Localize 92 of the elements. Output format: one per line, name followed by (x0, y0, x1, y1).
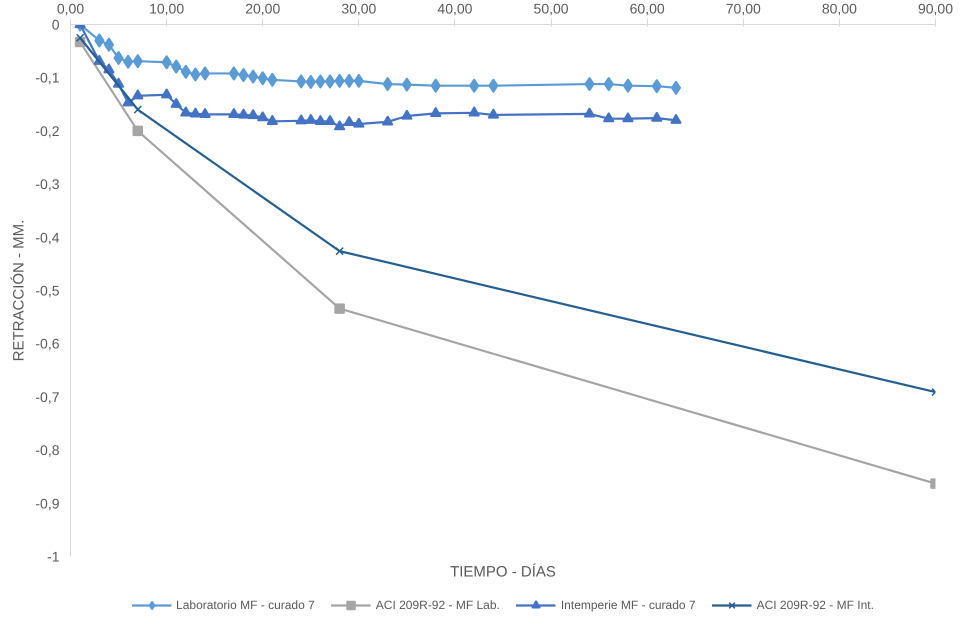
point (247, 108, 259, 120)
point (295, 114, 307, 124)
point (382, 76, 393, 92)
point (334, 303, 345, 314)
y-tick-label: -0,9 (35, 495, 60, 512)
point (670, 114, 682, 124)
point (315, 74, 326, 89)
point (468, 106, 480, 116)
x-tick-label: 30,00 (341, 0, 377, 16)
point (670, 80, 682, 96)
point (228, 108, 240, 118)
point (238, 108, 250, 119)
point (180, 106, 192, 116)
legend-label: ACI 209R-92 - MF Int. (756, 598, 874, 612)
point (170, 98, 182, 108)
point (94, 33, 104, 48)
point (248, 69, 258, 84)
point (344, 74, 354, 88)
point (296, 74, 306, 89)
legend-label: Laboratorio MF - curado 7 (176, 598, 315, 612)
point (160, 88, 172, 98)
point (353, 117, 365, 128)
point (584, 76, 595, 92)
point (343, 116, 355, 126)
point (334, 74, 345, 88)
point (306, 74, 316, 90)
point (190, 67, 201, 82)
point (334, 120, 346, 130)
point (430, 78, 441, 93)
point (238, 68, 249, 82)
y-axis-title: RETRACCIÓN - MM. (9, 220, 28, 362)
point (584, 107, 596, 118)
point (132, 54, 143, 68)
point (382, 115, 394, 126)
point (652, 78, 662, 94)
point (324, 114, 336, 125)
point (267, 72, 278, 88)
point (401, 109, 413, 120)
y-tick-label: -1 (47, 548, 60, 564)
y-tick-label: -0,5 (35, 282, 60, 298)
point (200, 66, 210, 81)
x-tick-label: 90,00 (918, 0, 954, 16)
point (651, 112, 663, 122)
point (228, 66, 239, 81)
point (305, 114, 317, 124)
y-tick-label: -0,7 (35, 388, 60, 405)
y-tick-label: -0,6 (35, 336, 60, 352)
point (199, 108, 211, 118)
x-tick-label: 40,00 (437, 0, 473, 16)
point (622, 112, 634, 122)
point (602, 112, 614, 122)
point (324, 74, 336, 89)
point (256, 111, 268, 122)
point (113, 50, 124, 66)
point (488, 108, 500, 119)
point (266, 114, 278, 125)
x-tick-label: 20,00 (245, 0, 280, 16)
x-tick-label: 10,00 (149, 0, 184, 16)
point (335, 246, 344, 256)
x-tick-label: 50,00 (534, 0, 569, 16)
y-tick-label: -0,4 (35, 229, 60, 246)
y-tick-label: -0,8 (35, 442, 60, 458)
legend-label: Intemperie MF - curado 7 (560, 598, 696, 612)
point (469, 78, 480, 93)
legend-label: ACI 209R-92 - MF Lab. (376, 598, 500, 612)
point (104, 37, 114, 52)
x-tick-label: 60,00 (630, 0, 665, 16)
point (604, 76, 614, 92)
point (132, 89, 144, 100)
point (622, 78, 634, 93)
y-tick-label: -0,3 (35, 176, 60, 192)
x-tick-label: 70,00 (726, 0, 762, 16)
point (123, 54, 134, 69)
point (180, 64, 191, 80)
point (258, 70, 268, 86)
point (354, 74, 364, 88)
point (171, 59, 182, 74)
y-tick-label: -0,2 (35, 122, 60, 139)
y-tick-label: -0,1 (35, 70, 60, 86)
point (314, 114, 326, 125)
point (162, 55, 172, 70)
point (76, 34, 84, 42)
x-tick-label: 80,00 (822, 0, 858, 16)
y-tick-label: 0 (52, 16, 60, 32)
x-tick-label: 0,00 (56, 0, 84, 16)
point (430, 106, 442, 117)
point (190, 107, 202, 118)
point (402, 77, 412, 92)
point (132, 126, 144, 136)
point (133, 105, 142, 114)
point (488, 78, 498, 93)
x-axis-title: TIEMPO - DÍAS (450, 562, 556, 580)
